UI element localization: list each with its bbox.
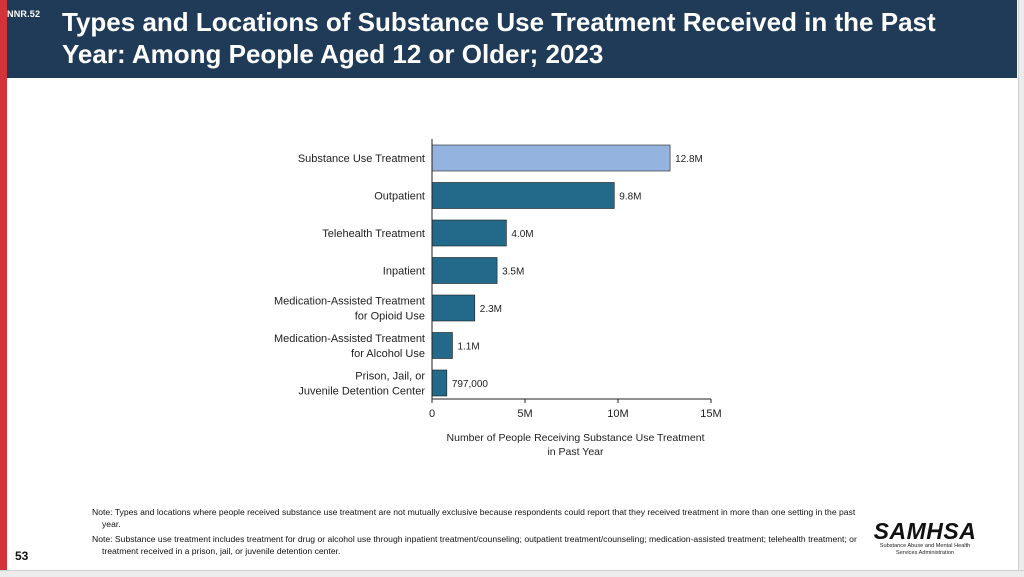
bar — [431, 257, 498, 284]
x-tick-label: 10M — [607, 408, 628, 420]
category-label: Prison, Jail, or — [355, 371, 425, 383]
data-label: 1.1M — [457, 342, 479, 353]
x-axis-title: in Past Year — [547, 446, 604, 458]
x-tick-label: 0 — [429, 408, 435, 420]
frame-edge-bottom — [0, 570, 1024, 577]
category-label: for Alcohol Use — [351, 348, 425, 360]
bar — [431, 219, 507, 247]
frame-edge-right — [1018, 0, 1024, 577]
bar — [431, 144, 671, 172]
bar — [431, 182, 615, 209]
data-label: 4.0M — [511, 229, 533, 240]
x-tick-label: 15M — [700, 408, 721, 420]
logo-subtitle: Substance Abuse and Mental Health Servic… — [879, 543, 971, 556]
page-number: 53 — [15, 549, 29, 563]
category-label: for Opioid Use — [355, 311, 425, 323]
data-label: 9.8M — [619, 192, 641, 203]
slide-code: NNR.52 — [7, 9, 41, 19]
category-label: Outpatient — [374, 191, 425, 203]
category-label: Medication-Assisted Treatment — [274, 333, 425, 345]
bar — [431, 332, 453, 359]
data-label: 2.3M — [480, 304, 502, 315]
bar — [431, 294, 476, 322]
category-label: Juvenile Detention Center — [298, 386, 425, 398]
x-axis-title: Number of People Receiving Substance Use… — [447, 432, 705, 444]
category-label: Medication-Assisted Treatment — [274, 296, 425, 308]
logo-wordmark: SAMHSA — [873, 518, 977, 544]
bar — [431, 369, 448, 397]
data-label: 3.5M — [502, 267, 524, 278]
samhsa-logo: SAMHSA Substance Abuse and Mental Health… — [870, 519, 980, 557]
note-text: Note: Types and locations where people r… — [92, 507, 856, 529]
note-text: Note: Substance use treatment includes t… — [92, 534, 857, 556]
slide-title: Types and Locations of Substance Use Tre… — [62, 7, 936, 69]
category-label: Telehealth Treatment — [322, 228, 425, 240]
title-banner — [7, 0, 1017, 78]
accent-stripe — [0, 0, 7, 577]
category-label: Inpatient — [383, 266, 425, 278]
category-label: Substance Use Treatment — [298, 153, 425, 165]
data-label: 12.8M — [675, 154, 703, 165]
x-tick-label: 5M — [517, 408, 532, 420]
data-label: 797,000 — [452, 379, 489, 390]
